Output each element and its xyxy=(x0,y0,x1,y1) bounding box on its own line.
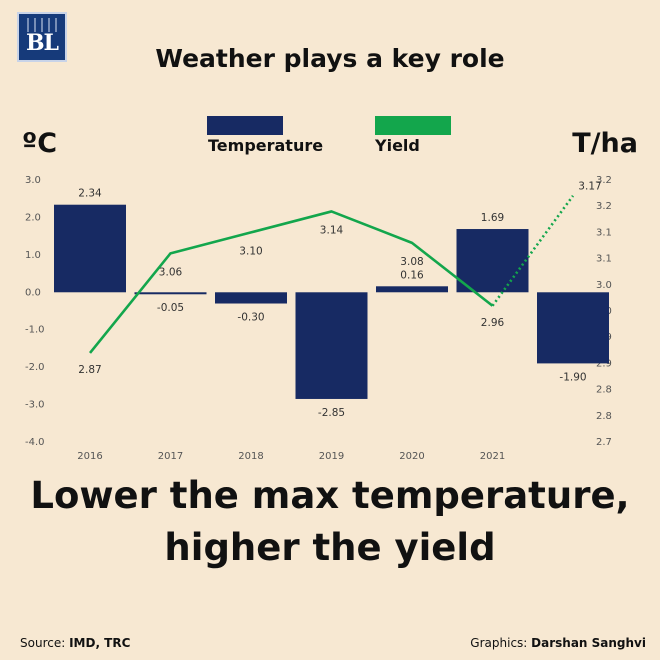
logo-text: BL xyxy=(25,30,59,56)
legend-yield-swatch xyxy=(375,116,451,135)
yield-data-label: 3.14 xyxy=(320,224,344,236)
brand-logo: BL xyxy=(17,12,67,62)
temperature-bar xyxy=(295,292,368,399)
headline: Lower the max temperature, higher the yi… xyxy=(0,470,660,574)
left-axis-tick: 3.0 xyxy=(25,175,41,186)
left-axis-tick: 2.0 xyxy=(25,212,41,223)
temperature-data-label: -2.85 xyxy=(318,407,345,419)
chart-title: Weather plays a key role xyxy=(155,44,505,73)
temperature-data-label: 2.34 xyxy=(78,188,102,200)
x-axis-tick: 2020 xyxy=(399,451,424,462)
x-axis-tick: 2021 xyxy=(480,451,505,462)
right-axis-unit: T/ha xyxy=(572,128,638,159)
right-axis-tick: 3.2 xyxy=(596,175,612,186)
logo-columns xyxy=(19,18,65,32)
right-axis-tick: 3.2 xyxy=(596,201,612,212)
x-axis-tick: 2016 xyxy=(77,451,102,462)
yield-data-label: 2.96 xyxy=(481,317,505,329)
temperature-bar xyxy=(215,292,287,304)
right-axis-tick: 3.0 xyxy=(596,280,612,291)
source-credit: Source: IMD, TRC xyxy=(20,636,130,650)
right-axis-tick: 2.9 xyxy=(596,358,612,369)
graphics-value: Darshan Sanghvi xyxy=(531,636,646,650)
left-axis-tick: 1.0 xyxy=(25,250,41,261)
temperature-bar xyxy=(376,286,448,293)
temperature-bar xyxy=(456,229,529,293)
source-prefix: Source: xyxy=(20,636,70,650)
source-value: IMD, TRC xyxy=(69,636,131,650)
temperature-bar xyxy=(537,292,609,364)
temperature-data-label: -0.05 xyxy=(157,302,184,314)
left-axis-tick: -4.0 xyxy=(25,437,45,448)
combo-chart: 3.0 2.0 1.0 0.0 -1.0 -2.0 -3.0 -4.0 3.2 3.2 3.1 3.1… xyxy=(25,175,612,462)
yield-data-label: 3.17 xyxy=(578,181,601,193)
left-axis-tick: -2.0 xyxy=(25,362,45,373)
temperature-bar xyxy=(134,292,207,295)
left-axis-tick: 0.0 xyxy=(25,287,41,298)
yield-data-label: 3.08 xyxy=(400,256,423,268)
left-axis-tick: -1.0 xyxy=(25,325,45,336)
yield-data-label: 2.87 xyxy=(78,364,101,376)
legend-temperature-label: Temperature xyxy=(208,136,324,155)
left-axis-tick: -3.0 xyxy=(25,400,45,411)
legend-temperature-swatch xyxy=(207,116,283,135)
temperature-data-label: -1.90 xyxy=(559,371,586,383)
right-axis-tick: 2.8 xyxy=(596,411,612,422)
x-axis-tick: 2018 xyxy=(238,451,263,462)
yield-data-label: 3.06 xyxy=(159,266,183,278)
yield-line xyxy=(88,210,494,354)
headline-line-1: Lower the max temperature, xyxy=(30,474,630,517)
x-axis-tick: 2019 xyxy=(319,451,344,462)
graphics-credit: Graphics: Darshan Sanghvi xyxy=(470,636,646,650)
right-axis-tick: 2.7 xyxy=(596,437,612,448)
temperature-bar xyxy=(54,204,126,293)
right-axis-tick: 3.1 xyxy=(596,254,612,265)
temperature-data-label: 1.69 xyxy=(481,212,504,224)
legend-yield-label: Yield xyxy=(375,136,420,155)
right-axis-tick: 3.1 xyxy=(596,227,612,238)
x-axis-tick: 2017 xyxy=(158,451,183,462)
headline-line-2: higher the yield xyxy=(164,526,496,569)
temperature-data-label: 0.16 xyxy=(400,269,424,281)
temperature-data-label: -0.30 xyxy=(237,312,264,324)
yield-data-label: 3.10 xyxy=(239,245,262,257)
graphics-prefix: Graphics: xyxy=(470,636,532,650)
left-axis-unit: ºC xyxy=(22,128,58,159)
right-axis-tick: 2.8 xyxy=(596,385,612,396)
